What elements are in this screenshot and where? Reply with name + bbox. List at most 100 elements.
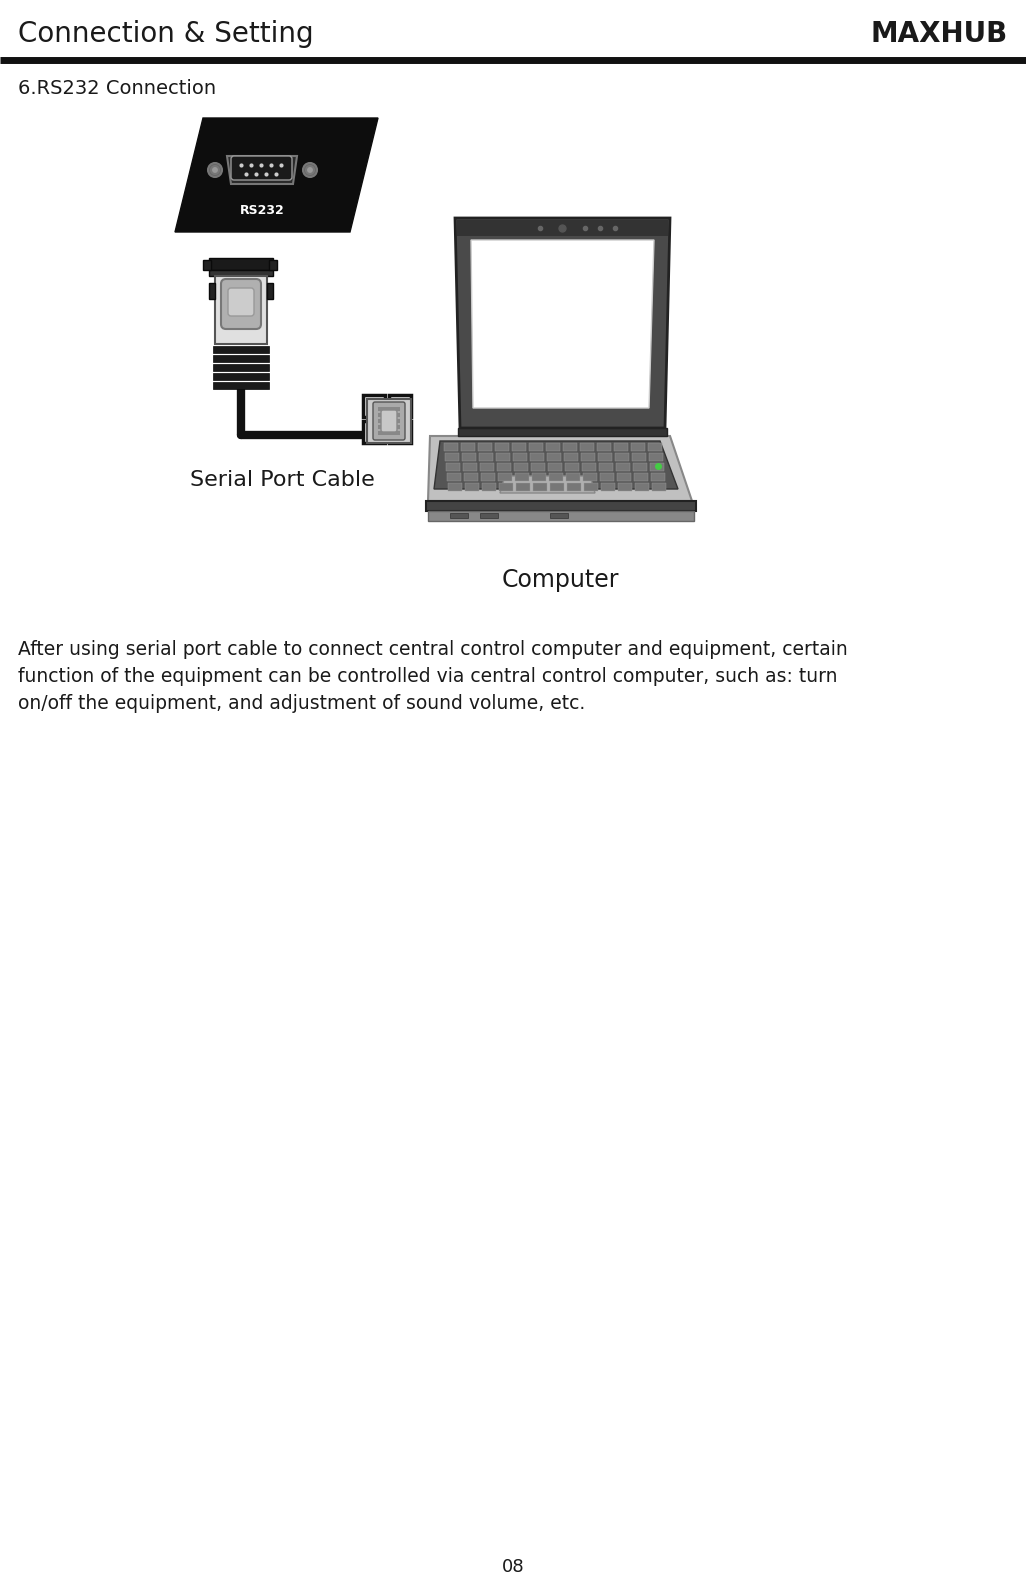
FancyBboxPatch shape [615,453,629,461]
FancyBboxPatch shape [530,453,544,461]
FancyBboxPatch shape [563,444,577,452]
FancyBboxPatch shape [498,472,512,482]
FancyBboxPatch shape [213,374,269,380]
Polygon shape [434,440,678,490]
FancyBboxPatch shape [550,483,564,491]
FancyBboxPatch shape [447,472,461,482]
FancyBboxPatch shape [598,453,611,461]
FancyBboxPatch shape [363,394,385,417]
FancyBboxPatch shape [209,283,215,299]
FancyBboxPatch shape [499,483,513,491]
FancyBboxPatch shape [482,483,496,491]
Text: After using serial port cable to connect central control computer and equipment,: After using serial port cable to connect… [18,641,847,658]
FancyBboxPatch shape [445,453,459,461]
FancyBboxPatch shape [614,444,628,452]
Circle shape [303,164,317,176]
FancyBboxPatch shape [378,420,400,423]
FancyBboxPatch shape [446,463,460,471]
FancyBboxPatch shape [547,453,561,461]
FancyBboxPatch shape [215,277,267,343]
Polygon shape [227,156,297,184]
FancyBboxPatch shape [515,472,529,482]
FancyBboxPatch shape [378,431,400,436]
FancyBboxPatch shape [567,483,581,491]
FancyBboxPatch shape [461,444,475,452]
FancyBboxPatch shape [465,483,479,491]
FancyBboxPatch shape [650,463,664,471]
FancyBboxPatch shape [213,382,269,390]
FancyBboxPatch shape [269,261,277,270]
FancyBboxPatch shape [367,399,411,444]
FancyBboxPatch shape [631,444,645,452]
FancyBboxPatch shape [548,463,562,471]
FancyBboxPatch shape [478,444,492,452]
FancyBboxPatch shape [648,444,662,452]
FancyBboxPatch shape [373,402,405,440]
FancyBboxPatch shape [531,463,545,471]
FancyBboxPatch shape [480,514,498,518]
Polygon shape [428,436,692,501]
FancyBboxPatch shape [497,463,511,471]
Circle shape [208,164,222,176]
FancyBboxPatch shape [652,472,665,482]
FancyBboxPatch shape [583,472,597,482]
Text: on/off the equipment, and adjustment of sound volume, etc.: on/off the equipment, and adjustment of … [18,693,585,712]
FancyBboxPatch shape [532,472,546,482]
FancyBboxPatch shape [632,453,646,461]
Text: MAXHUB: MAXHUB [871,21,1008,48]
FancyBboxPatch shape [565,463,579,471]
FancyBboxPatch shape [463,463,477,471]
FancyBboxPatch shape [582,463,596,471]
Polygon shape [175,118,378,232]
FancyBboxPatch shape [513,453,527,461]
Text: Computer: Computer [502,568,619,591]
Text: Serial Port Cable: Serial Port Cable [190,471,374,490]
FancyBboxPatch shape [601,483,615,491]
FancyBboxPatch shape [550,514,568,518]
FancyBboxPatch shape [529,444,543,452]
FancyBboxPatch shape [450,514,468,518]
FancyBboxPatch shape [495,444,509,452]
FancyBboxPatch shape [532,483,547,491]
FancyBboxPatch shape [381,410,397,432]
FancyBboxPatch shape [633,463,647,471]
FancyBboxPatch shape [597,444,611,452]
FancyBboxPatch shape [546,444,560,452]
FancyBboxPatch shape [581,453,595,461]
FancyBboxPatch shape [231,156,292,180]
FancyBboxPatch shape [549,472,563,482]
Polygon shape [458,428,667,436]
FancyBboxPatch shape [618,483,632,491]
FancyBboxPatch shape [616,463,630,471]
FancyBboxPatch shape [580,444,594,452]
FancyBboxPatch shape [389,394,411,417]
Text: Connection & Setting: Connection & Setting [18,21,314,48]
Text: 6.RS232 Connection: 6.RS232 Connection [18,78,216,97]
FancyBboxPatch shape [462,453,476,461]
FancyBboxPatch shape [652,483,666,491]
FancyBboxPatch shape [566,472,580,482]
FancyBboxPatch shape [496,453,510,461]
FancyBboxPatch shape [213,347,269,353]
Polygon shape [455,218,670,428]
Polygon shape [426,501,696,510]
Circle shape [205,161,225,180]
FancyBboxPatch shape [389,421,411,444]
FancyBboxPatch shape [363,421,385,444]
Text: function of the equipment can be controlled via central control computer, such a: function of the equipment can be control… [18,666,837,685]
FancyBboxPatch shape [209,258,273,270]
Polygon shape [471,240,654,409]
FancyBboxPatch shape [448,483,462,491]
Circle shape [211,165,219,173]
FancyBboxPatch shape [203,261,211,270]
FancyBboxPatch shape [600,472,614,482]
Circle shape [300,161,320,180]
FancyBboxPatch shape [444,444,458,452]
FancyBboxPatch shape [221,278,261,329]
FancyBboxPatch shape [584,483,598,491]
Text: RS232: RS232 [240,204,284,216]
FancyBboxPatch shape [213,364,269,370]
FancyBboxPatch shape [635,483,649,491]
FancyBboxPatch shape [480,463,494,471]
FancyBboxPatch shape [634,472,648,482]
